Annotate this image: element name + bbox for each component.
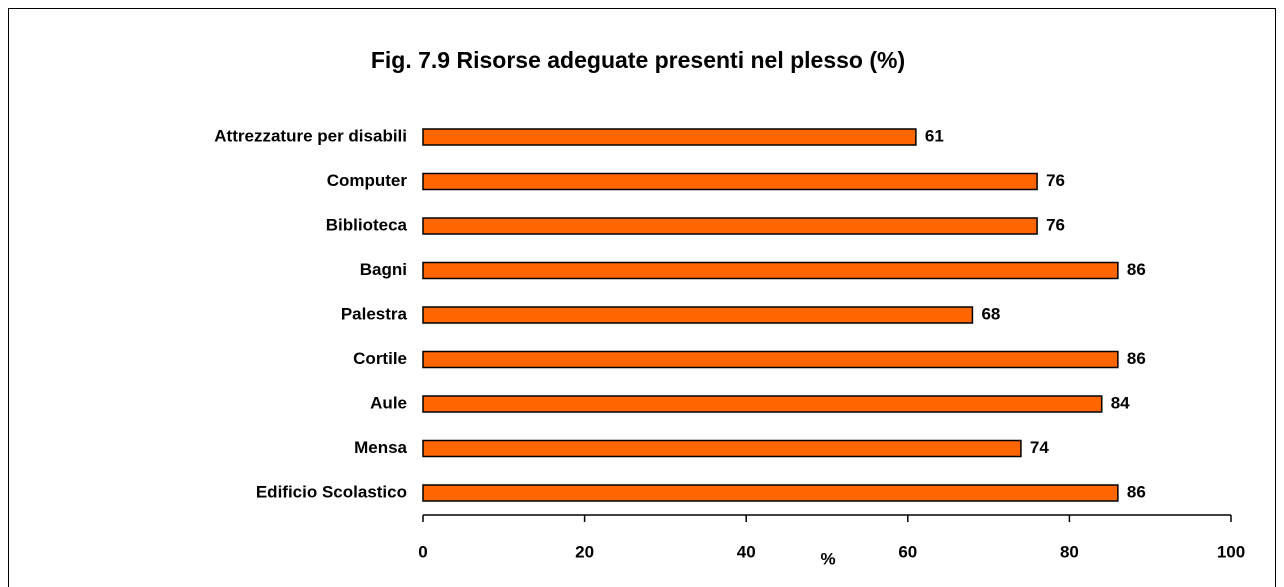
x-tick-label: 60: [898, 542, 917, 561]
bar: [422, 128, 917, 146]
y-tick-label: Edificio Scolastico: [256, 482, 407, 501]
y-tick-label: Bagni: [360, 260, 407, 279]
value-label: 86: [1127, 482, 1146, 501]
y-tick-label: Palestra: [341, 304, 408, 323]
y-tick-label: Mensa: [354, 438, 407, 457]
y-tick-label: Attrezzature per disabili: [214, 126, 407, 145]
value-label: 61: [925, 126, 944, 145]
y-tick-label: Computer: [327, 171, 408, 190]
value-label: 86: [1127, 349, 1146, 368]
y-tick-label: Cortile: [353, 349, 407, 368]
x-tick-label: 80: [1060, 542, 1079, 561]
y-tick-label: Aule: [370, 393, 407, 412]
chart-title: Fig. 7.9 Risorse adeguate presenti nel p…: [371, 47, 905, 73]
bar: [422, 306, 974, 324]
x-tick-label: 100: [1217, 542, 1245, 561]
bar: [422, 439, 1022, 458]
y-tick-label: Biblioteca: [326, 215, 408, 234]
x-tick-label: 0: [418, 542, 427, 561]
bar: [422, 484, 1119, 502]
x-tick-label: 20: [575, 542, 594, 561]
x-tick-label: 40: [737, 542, 756, 561]
value-label: 68: [981, 304, 1000, 323]
value-label: 86: [1127, 260, 1146, 279]
bar: [422, 172, 1038, 191]
x-axis-label: %: [820, 549, 835, 568]
value-label: 76: [1046, 215, 1065, 234]
bar: [422, 261, 1119, 280]
bar: [422, 217, 1038, 235]
bar: [422, 395, 1103, 413]
value-label: 74: [1030, 438, 1049, 457]
value-label: 84: [1111, 393, 1130, 412]
bar: [422, 350, 1119, 369]
value-label: 76: [1046, 171, 1065, 190]
